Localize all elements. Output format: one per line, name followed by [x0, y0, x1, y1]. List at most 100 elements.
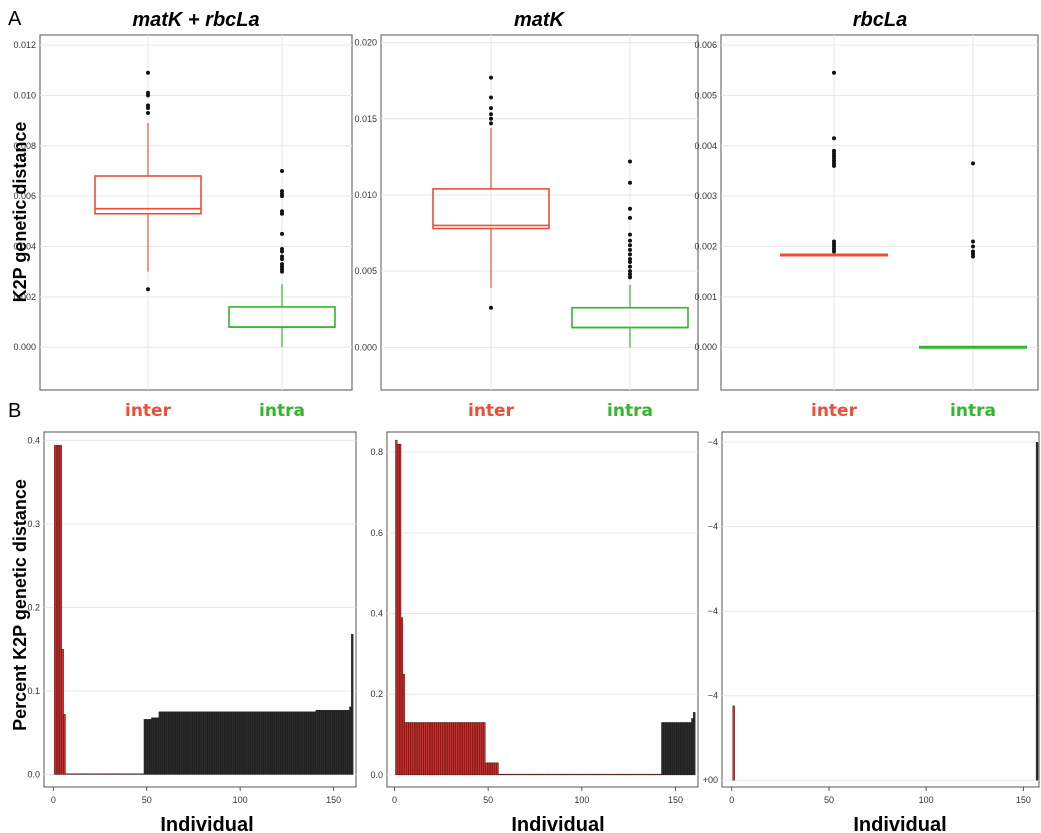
bar-intra	[188, 711, 191, 775]
outlier-point	[628, 232, 632, 237]
bar-inter	[442, 722, 445, 776]
bar-inter	[140, 773, 143, 775]
bar-intra	[321, 709, 324, 775]
bar-inter	[528, 773, 531, 776]
bar-intra	[676, 722, 679, 776]
bar-intra	[209, 711, 212, 775]
bar-intra	[310, 711, 313, 775]
bar-inter	[541, 773, 544, 776]
bar-inter	[565, 773, 568, 776]
bar-intra	[203, 711, 206, 775]
bar-intra	[250, 711, 253, 775]
bar-inter	[417, 722, 420, 776]
bar-intra	[315, 709, 318, 775]
bar-intra	[276, 711, 279, 775]
bar-intra	[265, 711, 268, 775]
bar-inter	[63, 714, 66, 775]
bar-inter	[134, 773, 137, 775]
bar-inter	[138, 773, 141, 775]
bar-inter	[410, 722, 413, 776]
y-tick-label: 0.0	[370, 770, 383, 780]
bar-inter	[104, 773, 107, 775]
outlier-point	[832, 70, 836, 75]
bar-intra	[257, 711, 260, 775]
bar-intra	[222, 711, 225, 775]
bar-inter	[599, 773, 602, 776]
bar-inter	[558, 773, 561, 776]
bar-intra	[183, 711, 186, 775]
bar-intra	[339, 709, 343, 775]
y-tick-label: −4	[708, 606, 718, 616]
outlier-point	[280, 254, 284, 259]
bar-inter	[397, 443, 400, 776]
bar-inter	[659, 773, 662, 776]
bar-intra	[229, 711, 232, 775]
bar-intra	[239, 711, 242, 775]
bar-intra	[179, 711, 182, 775]
bar-inter	[648, 773, 651, 776]
tick-labels: 0.0000.0020.0040.0060.0080.0100.012inter…	[13, 38, 1030, 805]
y-tick-label: 0.006	[13, 191, 36, 201]
bar-intra	[683, 722, 686, 776]
bar-intra	[259, 711, 262, 775]
bar-intra	[244, 711, 247, 775]
bar-inter	[496, 762, 499, 776]
bar-inter	[457, 722, 460, 776]
category-label-intra: intra	[950, 401, 996, 421]
bar-inter	[464, 722, 467, 776]
bar-inter	[567, 773, 570, 776]
y-tick-label: 0.000	[694, 342, 717, 352]
outlier-point	[489, 106, 493, 111]
bar-inter	[595, 773, 598, 776]
bar-intra	[328, 709, 331, 775]
bar-inter	[569, 773, 572, 776]
bar-inter	[119, 773, 122, 775]
bar-intra	[196, 711, 199, 775]
panel-frames	[39, 34, 1040, 788]
bar-intra	[306, 711, 309, 775]
bar-inter	[128, 773, 132, 775]
bar-inter	[83, 773, 87, 775]
bar-intra	[169, 711, 173, 775]
bar-inter	[644, 773, 647, 776]
outlier-point	[280, 209, 284, 214]
bar-inter	[481, 722, 484, 776]
bar-inter	[455, 722, 458, 776]
bar-inter	[400, 617, 404, 776]
bar-inter	[518, 773, 522, 776]
outlier-point	[489, 112, 493, 117]
bar-inter	[445, 722, 449, 776]
bar-intra	[227, 711, 231, 775]
bar-inter	[511, 773, 514, 776]
outlier-point	[489, 121, 493, 126]
bar-inter	[395, 439, 398, 776]
bar-inter	[584, 773, 587, 776]
bar-inter	[610, 773, 613, 776]
chart-marks	[54, 70, 1039, 781]
bar-intra	[681, 722, 685, 776]
bar-intra	[175, 711, 178, 775]
bar-intra	[252, 711, 255, 775]
outlier-point	[832, 136, 836, 141]
bar-intra	[280, 711, 283, 775]
outlier-point	[628, 264, 632, 269]
bar-inter	[502, 773, 505, 776]
bar-inter	[428, 722, 432, 776]
bar-inter	[74, 773, 77, 775]
bar-inter	[503, 773, 507, 776]
bar-intra	[192, 711, 195, 775]
bar-intra	[326, 709, 330, 775]
bar-inter	[76, 773, 79, 775]
bar-intra	[205, 711, 208, 775]
outlier-point	[146, 90, 150, 95]
bar-inter	[537, 773, 540, 776]
bar-inter	[126, 773, 130, 775]
bar-inter	[487, 762, 490, 776]
outlier-point	[628, 180, 632, 185]
x-tick-label: 50	[142, 795, 152, 805]
x-tick-label: 100	[233, 795, 248, 805]
category-label-inter: inter	[468, 401, 515, 421]
outlier-point	[280, 262, 284, 267]
bar-inter	[601, 773, 604, 776]
bar-intra	[323, 709, 326, 775]
